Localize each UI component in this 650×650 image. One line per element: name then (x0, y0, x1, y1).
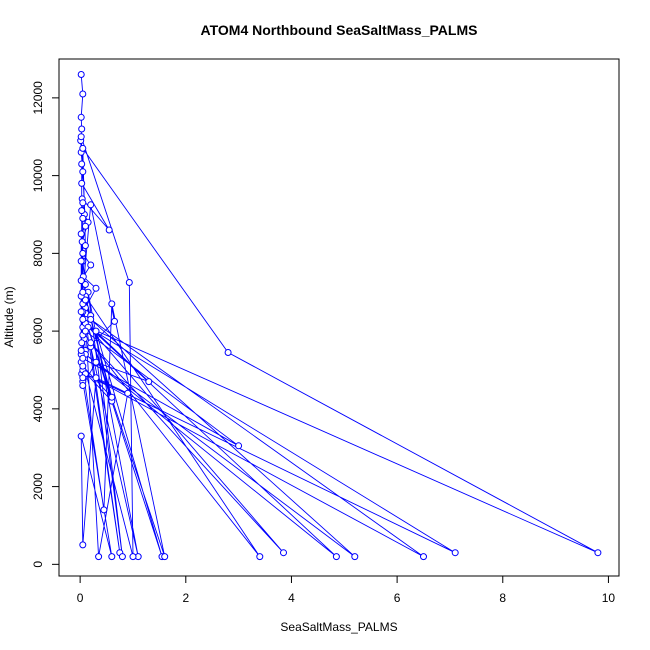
data-point (78, 207, 86, 215)
y-axis-label: Altitude (m) (2, 286, 16, 347)
series-line (80, 74, 599, 557)
data-point (87, 339, 95, 347)
data-point (79, 354, 87, 362)
y-tick-label: 0 (31, 561, 45, 568)
y-axis: 0 2000 4000 6000 8000 10000 12000 (31, 81, 60, 568)
x-axis: 0 2 4 6 8 10 (77, 575, 616, 605)
data-point (79, 288, 87, 296)
data-point (108, 393, 116, 401)
data-point (594, 549, 602, 557)
y-tick-label: 2000 (31, 473, 45, 500)
data-point (92, 284, 100, 292)
data-series-markers (77, 71, 602, 561)
data-point (420, 553, 427, 561)
data-point (77, 277, 85, 285)
data-point (79, 168, 87, 176)
data-point (77, 432, 85, 440)
y-tick-label: 12000 (31, 81, 45, 115)
data-point (79, 374, 87, 382)
x-tick-label: 2 (182, 591, 189, 605)
x-tick-label: 4 (288, 591, 295, 605)
y-tick-label: 8000 (31, 240, 45, 267)
data-point (256, 553, 264, 561)
data-point (81, 222, 89, 230)
data-point (77, 71, 85, 78)
data-point (81, 281, 89, 288)
data-point (105, 226, 113, 234)
data-point (77, 347, 85, 354)
y-tick-label: 6000 (31, 317, 45, 344)
data-point (351, 553, 359, 561)
data-point (332, 553, 340, 561)
data-point (79, 315, 87, 323)
data-point (145, 378, 153, 386)
data-series-line (80, 74, 599, 557)
data-point (79, 541, 87, 549)
data-point (77, 257, 85, 265)
data-point (92, 374, 100, 382)
chart-title: ATOM4 Northbound SeaSaltMass_PALMS (201, 22, 478, 38)
data-point (235, 442, 243, 450)
data-point (79, 362, 87, 370)
data-point (79, 90, 87, 98)
data-point (77, 230, 85, 238)
data-point (108, 553, 116, 561)
data-point (129, 553, 137, 561)
data-point (78, 125, 86, 133)
data-point (87, 261, 95, 269)
x-tick-label: 0 (77, 591, 84, 605)
data-point (224, 349, 232, 356)
data-point (92, 327, 100, 335)
data-point (79, 214, 87, 222)
x-tick-label: 8 (499, 591, 506, 605)
data-point (77, 133, 85, 141)
data-point (78, 160, 86, 168)
data-point (118, 553, 126, 561)
x-tick-label: 10 (602, 591, 616, 605)
y-tick-label: 4000 (31, 395, 45, 422)
data-point (161, 553, 169, 561)
data-point (125, 279, 133, 286)
data-point (100, 506, 108, 514)
data-point (111, 317, 118, 325)
data-point (79, 382, 87, 389)
data-point (79, 144, 87, 152)
x-tick-label: 6 (394, 591, 401, 605)
data-point (78, 179, 86, 187)
data-point (87, 201, 95, 209)
data-point (95, 553, 103, 561)
data-point (451, 549, 459, 557)
data-point (280, 549, 287, 557)
data-point (77, 113, 85, 121)
data-point (92, 358, 100, 366)
data-point (87, 315, 95, 323)
data-point (81, 242, 89, 250)
y-tick-label: 10000 (31, 159, 45, 193)
x-axis-label: SeaSaltMass_PALMS (280, 620, 397, 634)
data-point (78, 339, 86, 347)
data-point (77, 308, 85, 316)
data-point (81, 327, 89, 335)
data-point (79, 249, 87, 257)
data-point (79, 199, 87, 207)
data-point (108, 300, 116, 308)
data-point (124, 389, 132, 397)
data-point (81, 296, 89, 304)
